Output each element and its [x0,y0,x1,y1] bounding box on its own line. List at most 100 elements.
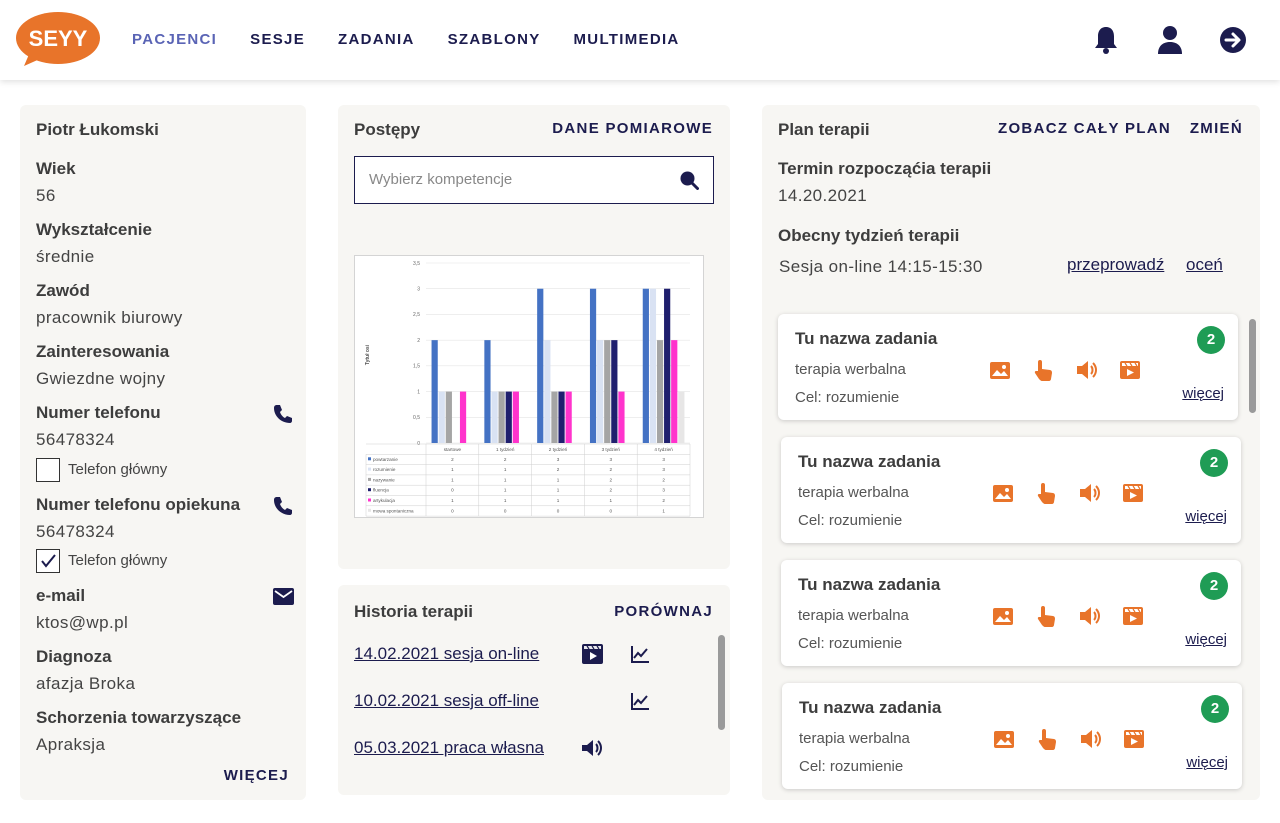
chart-y-tick-label: 1 [417,389,420,395]
more-button[interactable]: WIĘCEJ [223,767,289,784]
chart-bar [537,288,544,443]
task-card[interactable]: Tu nazwa zadania terapia werbalna Cel: r… [782,683,1242,789]
chart-bar [671,340,678,443]
history-scrollbar[interactable] [718,635,725,730]
phone-label: Numer telefonu [36,403,161,422]
nav-zadania[interactable]: ZADANIA [338,31,415,48]
comorbid-value: Apraksja [36,735,106,754]
start-date-value: 14.20.2021 [778,186,868,205]
chart-data-label: 1 [451,498,454,503]
competence-search-input[interactable] [369,171,659,188]
chart-data-label: 2 [662,498,665,503]
guardian-phone-label: Numer telefonu opiekuna [36,495,241,514]
audio-icon [1080,607,1100,625]
audio-icon[interactable] [581,738,603,758]
chart-bar [558,391,565,443]
video-icon [1124,730,1144,748]
chart-legend-label: artykulacja [373,498,395,503]
chart-bar [551,391,558,443]
chart-legend-label: powtarzanie [373,457,398,462]
progress-card: Postępy DANE POMIAROWE Tytuł osi 0 0,5 1 1,… [338,105,730,569]
history-item[interactable]: 14.02.2021 sesja on-line [354,644,540,663]
chart-x-tick-label: 3 tydzień [602,447,621,452]
chart-y-tick-label: 3,5 [413,261,420,267]
chart-data-label: 3 [662,457,665,462]
task-type: terapia werbalna [798,484,909,501]
phone-icon[interactable] [273,404,293,424]
compare-link[interactable]: PORÓWNAJ [614,603,713,620]
plan-scrollbar[interactable] [1249,319,1256,413]
chart-data-label: 1 [504,477,507,482]
see-full-plan-link[interactable]: ZOBACZ CAŁY PLAN [998,120,1172,137]
chart-icon[interactable] [630,691,650,711]
chart-bar [604,340,611,443]
task-card[interactable]: Tu nazwa zadania terapia werbalna Cel: r… [778,314,1238,420]
start-date-label: Termin rozpocząćia terapii [778,159,992,178]
chart-data-label: 2 [610,477,613,482]
task-more-link[interactable]: więcej [1186,754,1228,771]
nav-pacjenci[interactable]: PACJENCI [132,31,218,48]
video-icon[interactable] [582,644,603,664]
logo[interactable]: SEYY [16,12,100,66]
phone-main-checkbox[interactable] [36,458,60,482]
chart-bar [664,288,671,443]
chart-legend-label: fluencja [373,488,389,493]
task-name: Tu nazwa zadania [795,329,938,348]
task-goal: Cel: rozumienie [798,512,903,529]
chart-data-label: 2 [610,467,613,472]
bell-icon[interactable] [1091,24,1121,56]
rate-link[interactable]: oceń [1186,255,1223,274]
chart-data-label: 2 [610,488,613,493]
chart-y-tick-label: 0,5 [413,415,420,421]
chart-data-label: 2 [557,467,560,472]
chart-icon[interactable] [630,644,650,664]
mail-icon[interactable] [273,588,294,605]
chart-data-label: 3 [662,488,665,493]
age-value: 56 [36,186,56,205]
conduct-link[interactable]: przeprowadź [1067,255,1165,274]
chart-data-label: 1 [610,498,613,503]
history-title: Historia terapii [354,602,474,621]
chart-bar [611,340,618,443]
chart-bar [589,288,597,443]
diagnosis-label: Diagnoza [36,647,112,666]
nav-multimedia[interactable]: MULTIMEDIA [573,31,680,48]
job-label: Zawód [36,281,90,300]
task-more-link[interactable]: więcej [1182,385,1224,402]
chart-legend-swatch [368,508,371,512]
task-count-badge: 2 [1201,695,1229,723]
chart-legend-swatch [368,477,371,481]
task-type: terapia werbalna [799,730,910,747]
task-goal: Cel: rozumienie [799,758,904,775]
chart-data-label: 1 [662,508,665,513]
patient-name: Piotr Łukomski [36,120,159,139]
guardian-main-checkbox[interactable] [36,549,60,573]
phone-icon[interactable] [273,496,293,516]
history-item[interactable]: 05.03.2021 praca własna [354,738,544,757]
logout-icon[interactable] [1219,24,1249,56]
nav-sesje[interactable]: SESJE [250,31,306,48]
chart-x-tick-label: startowe [444,447,462,452]
chart-data-label: 1 [451,467,454,472]
top-bar: SEYY PACJENCI SESJE ZADANIA SZABLONY MUL… [0,0,1280,80]
history-item[interactable]: 10.02.2021 sesja off-line [354,691,539,710]
task-name: Tu nazwa zadania [798,575,941,594]
search-icon[interactable] [679,170,699,190]
comorbid-label: Schorzenia towarzyszące [36,708,242,727]
change-plan-link[interactable]: ZMIEŃ [1189,120,1243,137]
chart-data-label: 0 [451,508,454,513]
measurement-data-link[interactable]: DANE POMIAROWE [552,120,713,137]
nav-szablony[interactable]: SZABLONY [447,31,541,48]
user-icon[interactable] [1155,24,1185,56]
chart-data-label: 0 [557,508,560,513]
age-label: Wiek [36,159,76,178]
chart-data-label: 0 [610,508,613,513]
task-more-link[interactable]: więcej [1185,631,1227,648]
diagnosis-value: afazja Broka [36,674,136,693]
chart-bar [512,391,519,443]
task-card[interactable]: Tu nazwa zadania terapia werbalna Cel: r… [781,560,1241,666]
chart-y-tick-label: 2 [417,338,420,344]
main-nav: PACJENCI SESJE ZADANIA SZABLONY MULTIMED… [132,31,713,48]
task-card[interactable]: Tu nazwa zadania terapia werbalna Cel: r… [781,437,1241,543]
task-more-link[interactable]: więcej [1185,508,1227,525]
